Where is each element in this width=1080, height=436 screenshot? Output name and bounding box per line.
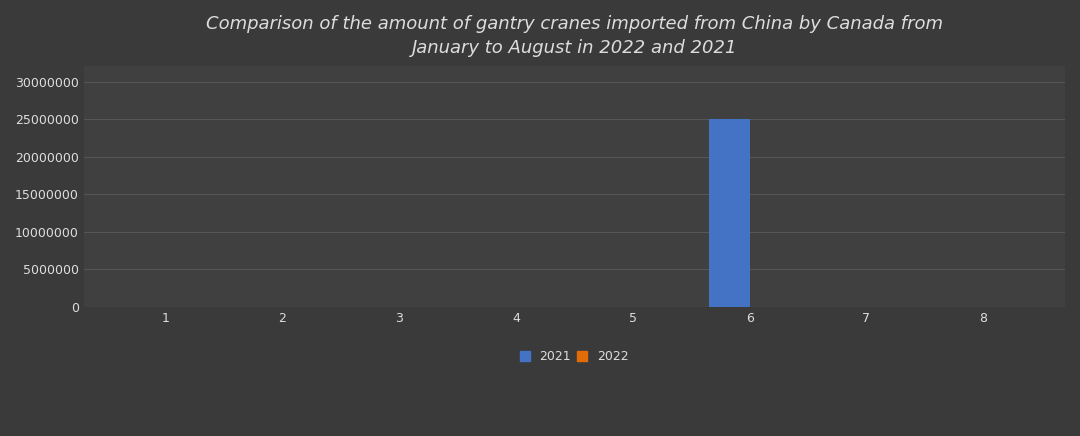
Legend: 2021, 2022: 2021, 2022 bbox=[514, 345, 634, 368]
Bar bbox=[708, 119, 750, 307]
Title: Comparison of the amount of gantry cranes imported from China by Canada from
Jan: Comparison of the amount of gantry crane… bbox=[206, 15, 943, 57]
